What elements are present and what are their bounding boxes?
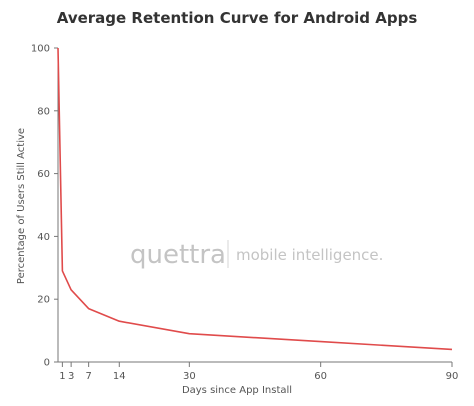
x-tick-label: 30	[183, 371, 196, 382]
watermark-tagline: mobile intelligence.	[236, 246, 383, 264]
y-tick-label: 20	[37, 295, 50, 306]
y-axis-label: Percentage of Users Still Active	[16, 128, 27, 284]
x-tick-label: 60	[314, 371, 327, 382]
y-tick-labels: 0 20 40 60 80 100	[31, 44, 58, 369]
retention-series-line	[57, 47, 453, 351]
x-axis-label: Days since App Install	[182, 385, 292, 396]
y-tick-label: 0	[44, 358, 50, 369]
series-layer	[57, 47, 453, 351]
x-tick-label: 7	[85, 371, 91, 382]
x-tick-label: 1	[59, 371, 65, 382]
x-tick-label: 90	[446, 371, 459, 382]
quettra-watermark: quettra mobile intelligence.	[130, 240, 383, 270]
y-tick-label: 40	[37, 232, 50, 243]
chart-title: Average Retention Curve for Android Apps	[57, 9, 418, 27]
axes	[57, 48, 452, 363]
x-tick-labels: 1 3 7 14 30 60 90	[59, 362, 458, 382]
y-tick-label: 60	[37, 169, 50, 180]
x-tick-label: 14	[113, 371, 126, 382]
x-tick-label: 3	[68, 371, 74, 382]
watermark-brand: quettra	[130, 240, 226, 270]
y-tick-label: 80	[37, 106, 50, 117]
y-tick-label: 100	[31, 44, 50, 55]
